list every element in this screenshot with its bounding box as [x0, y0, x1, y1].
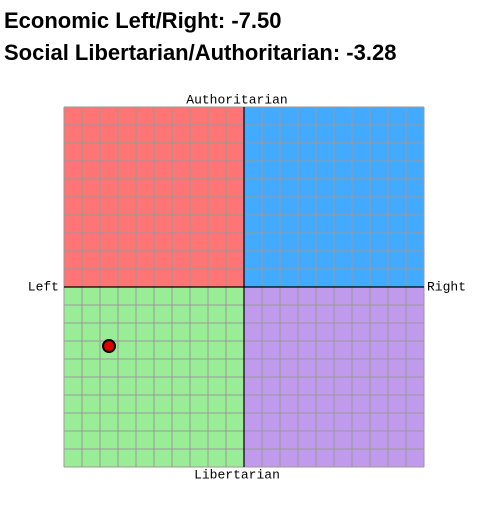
axis-label-left: Left [28, 279, 59, 294]
point [102, 339, 116, 354]
plot [63, 106, 425, 468]
chart-title: Economic Left/Right: -7.50 [4, 8, 281, 33]
axis-label-top: Authoritarian [186, 92, 287, 107]
axis-label-right: Right [427, 279, 466, 294]
chart-subtitle: Social Libertarian/Authoritarian: -3.28 [4, 40, 396, 65]
axis-label-bottom: Libertarian [194, 467, 280, 482]
